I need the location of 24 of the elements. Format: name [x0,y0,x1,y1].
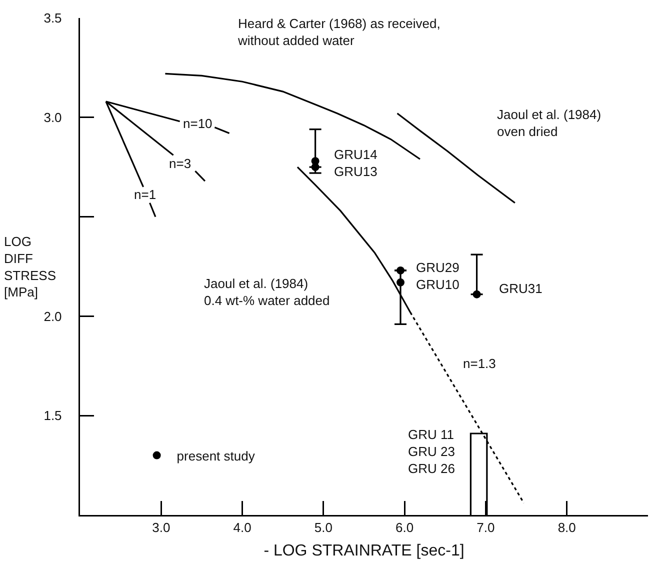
x-tick-label: 7.0 [476,520,495,536]
x-axis-title: - LOG STRAINRATE [sec-1] [264,542,464,560]
annotation: n=3 [169,156,192,171]
legend-label: present study [176,448,256,464]
annotation: n=1.3 [463,356,496,371]
y-axis-title: LOG DIFF STRESS [MPa] [4,234,56,300]
x-tick-label: 6.0 [396,520,414,536]
annotation: GRU14 GRU13 [334,147,378,179]
annotation: Heard & Carter (1968) as received, without added water [237,16,440,48]
annotation: GRU 11 GRU 23 GRU 26 [408,427,455,476]
annotation: Jaoul et al. (1984) oven dried [497,107,602,139]
annotation: GRU31 [499,281,542,296]
x-tick-label: 4.0 [233,520,252,536]
annotation: n=10 [183,116,212,131]
x-tick-label: 8.0 [558,520,576,536]
y-tick-label: 2.0 [44,308,62,324]
annotation: GRU29 GRU10 [416,260,460,292]
x-tick-label: 5.0 [314,520,332,536]
annotation: n=1 [134,187,156,202]
y-tick-label: 3.5 [44,10,62,26]
y-tick-label: 1.5 [44,408,62,424]
y-tick-label: 3.0 [44,110,62,125]
x-tick-label: 3.0 [152,520,170,536]
annotation: Jaoul et al. (1984) 0.4 wt-% water added [204,276,330,308]
